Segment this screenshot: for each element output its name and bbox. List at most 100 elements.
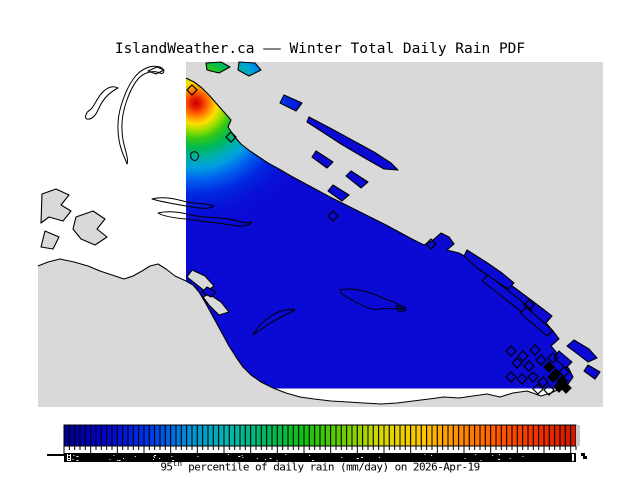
caption-rest: percentile of daily rain (mm/day) on 202… [182,460,480,474]
rug-dot [276,460,278,461]
rug-dot [154,457,156,458]
rug-dot [68,458,70,459]
colorbar-segment [554,424,561,447]
station-marker-diamond [543,384,555,396]
colorbar-segment [68,424,76,447]
station-marker-diamond [327,210,339,222]
islet [201,286,217,298]
colorbar-segment [543,424,550,447]
colorbar-segment [468,424,476,447]
colorbar-segment [335,424,342,447]
colorbar-segment [79,424,86,447]
station-marker-diamond [553,381,565,393]
caption-value: 95 [160,460,173,474]
data-rug-strip [64,453,576,462]
small-islands [205,61,601,380]
colorbar-segment [538,424,545,447]
station-marker-diamond [535,354,547,366]
rug-dot [134,456,136,457]
colorbar-segment [276,424,284,447]
rug-dot [492,455,494,456]
colorbar-segment [452,424,460,447]
colorbar-segment [431,424,438,447]
colorbar-segment [234,424,241,447]
colorbar-segment [484,424,492,447]
rug-dot [309,455,311,456]
colorbar-segment [527,424,534,447]
rug-dot [73,455,75,456]
colorbar-segment [207,424,214,447]
station-marker-diamond [537,376,549,388]
colorbar-segment [410,424,417,447]
colorbar-caption: 95th percentile of daily rain (mm/day) o… [0,459,640,474]
colorbar-segment [159,424,166,447]
colorbar [47,424,587,462]
colorbar-segment [404,424,412,447]
colorbar-segment [180,424,188,447]
station-marker-diamond [516,373,528,385]
colorbar-segment [212,424,220,447]
colorbar-segment [223,424,230,447]
northwest-coastline [37,258,187,282]
rug-dot [109,459,111,460]
station-marker-diamond [505,371,517,383]
station-marker-diamond [517,350,529,362]
rug-dot [113,455,115,456]
station-marker-diamond [186,84,198,96]
colorbar-segment [170,424,177,447]
colorbar-bars [63,424,577,447]
station-marker-diamond [529,344,541,356]
islet [279,94,303,112]
colorbar-segment [351,424,358,447]
colorbar-segment [516,424,524,447]
colorbar-segment [314,424,321,447]
rug-dot [311,460,314,461]
rug-end-mark [581,453,585,456]
rug-tick [70,454,71,461]
colorbar-segment [116,424,124,447]
colorbar-segment [111,424,118,447]
lakes [151,151,407,336]
lake-outline [190,151,199,161]
colorbar-segment [202,424,209,447]
northwest-landmass [37,62,187,282]
station-marker-diamond [511,357,523,369]
rug-dot [431,455,433,456]
colorbar-segment [95,424,102,447]
rug-dot [72,459,74,460]
rug-dot [197,456,199,457]
colorbar-segment [490,424,497,447]
colorbar-segment [84,424,92,447]
colorbar-segment [100,424,108,447]
colorbar-segment [292,424,300,447]
lake-outline [339,288,407,310]
colorbar-segment [362,424,369,447]
rug-dot [498,454,500,455]
colorbar-ticks [63,446,577,454]
colorbar-segment [271,424,278,447]
colorbar-segment [218,424,225,447]
station-marker-diamond [425,238,437,250]
colorbar-segment [500,424,508,447]
colorbar-segment [506,424,513,447]
colorbar-segment [90,424,97,447]
colorbar-segment [63,424,70,447]
rug-dot [116,460,118,461]
rug-dot [68,460,70,461]
rug-dot [242,457,244,458]
station-markers [186,84,572,396]
rug-dot [76,456,79,457]
colorbar-segment [239,424,246,447]
rug-tick [67,454,68,461]
colorbar-segment [447,424,454,447]
colorbar-segment [330,424,337,447]
colorbar-segment [570,424,577,447]
rug-tick [572,454,574,461]
colorbar-segment [463,424,470,447]
rug-dot [153,456,155,457]
rug-left-axis-line [47,454,65,456]
rug-dot [498,459,500,460]
colorbar-segment [442,424,449,447]
rug-dot [238,456,241,457]
